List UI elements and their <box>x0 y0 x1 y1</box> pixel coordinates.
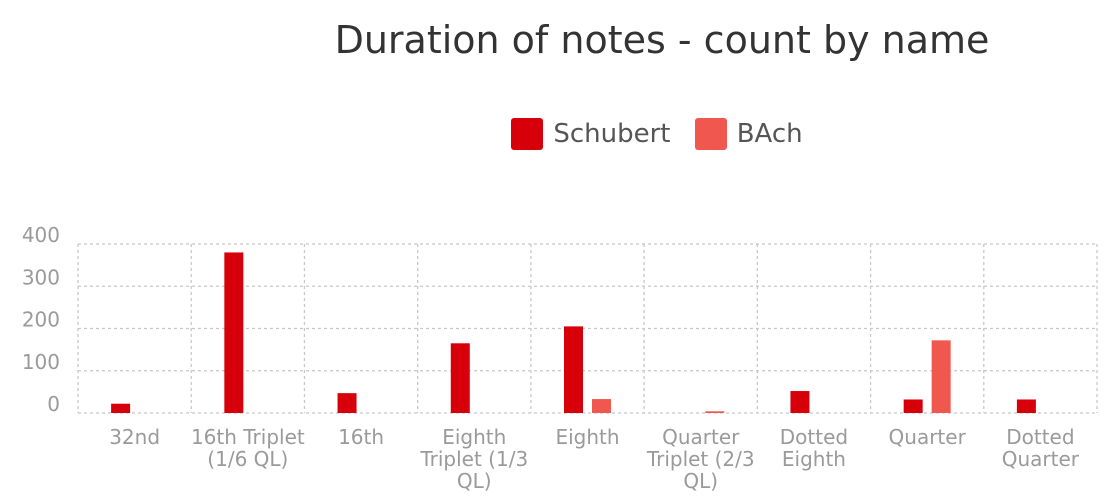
x-tick-label: Eighth <box>555 425 619 449</box>
x-tick-label-line: Eighth <box>782 447 846 471</box>
bar-schubert-6 <box>790 391 810 413</box>
x-tick-label: Dotted Quarter <box>1002 425 1080 471</box>
bar-schubert-4 <box>564 326 583 413</box>
y-tick-label: 300 <box>22 265 60 289</box>
legend: Schubert BAch <box>0 118 1104 150</box>
x-tick-label-line: (1/6 QL) <box>207 447 288 471</box>
x-tick-label: 32nd <box>109 425 160 449</box>
x-tick-label: 16th <box>338 425 384 449</box>
x-tick-label: Dotted Eighth <box>780 425 848 471</box>
bar-bach-5 <box>705 411 725 413</box>
chart-title: Duration of notes - count by name <box>334 18 990 62</box>
bar-schubert-2 <box>337 393 357 413</box>
x-tick-label-line: QL) <box>457 469 492 493</box>
x-tick-label-line: QL) <box>683 469 718 493</box>
legend-swatch-bach <box>694 118 727 150</box>
legend-swatch-schubert <box>511 118 544 150</box>
legend-item-bach[interactable]: BAch <box>694 118 803 150</box>
x-tick-label-line: Dotted <box>1006 425 1074 449</box>
bar-schubert-3 <box>450 343 470 413</box>
x-tick-label-line: Dotted <box>780 425 848 449</box>
y-tick-label: 400 <box>22 223 60 247</box>
x-tick-label-line: Quarter <box>889 425 967 449</box>
x-tick-label-line: Triplet (1/3 <box>419 447 528 471</box>
bar-schubert-0 <box>111 403 131 413</box>
bar-schubert-8 <box>1016 399 1036 413</box>
x-tick-label-line: 32nd <box>109 425 160 449</box>
bar-schubert-1 <box>224 252 244 413</box>
bar-bach-7 <box>931 340 951 413</box>
x-tick-label-line: Quarter <box>1002 447 1080 471</box>
x-tick-label-line: Eighth <box>555 425 619 449</box>
y-tick-label: 100 <box>22 350 60 374</box>
x-tick-label: 16th Triplet (1/6 QL) <box>191 425 305 471</box>
x-tick-label-line: 16th Triplet <box>191 425 305 449</box>
bar-bach-4 <box>592 399 611 413</box>
y-tick-label: 200 <box>22 308 60 332</box>
bar-schubert-7 <box>903 399 923 413</box>
legend-item-schubert[interactable]: Schubert <box>511 118 670 150</box>
x-tick-label-line: Quarter <box>662 425 740 449</box>
y-tick-label: 0 <box>47 392 60 416</box>
legend-label-schubert: Schubert <box>553 119 671 149</box>
x-tick-label-line: 16th <box>338 425 384 449</box>
x-tick-label: Eighth Triplet (1/3 QL) <box>419 425 528 493</box>
x-tick-label: Quarter Triplet (2/3 QL) <box>646 425 755 493</box>
legend-label-bach: BAch <box>736 119 803 149</box>
x-tick-label: Quarter <box>889 425 967 449</box>
x-tick-label-line: Triplet (2/3 <box>646 447 755 471</box>
x-tick-label-line: Eighth <box>442 425 506 449</box>
